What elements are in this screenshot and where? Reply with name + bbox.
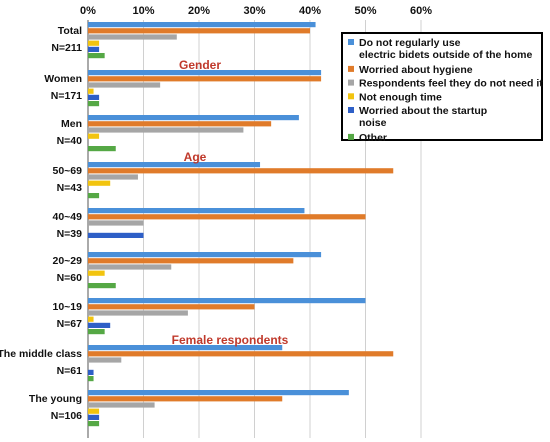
legend-label: Do not regularly use electric bidets outs… bbox=[359, 37, 532, 61]
category-label: The middle class bbox=[0, 348, 82, 360]
bar bbox=[88, 22, 316, 28]
bar bbox=[88, 304, 255, 310]
x-tick-label: 0% bbox=[80, 5, 96, 17]
category-n-label: N=106 bbox=[51, 410, 82, 422]
bar bbox=[88, 357, 122, 363]
bar bbox=[88, 252, 322, 258]
category-label: Men bbox=[61, 118, 82, 130]
legend-swatch bbox=[348, 133, 354, 140]
legend-label: Worried about the startup noise bbox=[359, 105, 487, 129]
bar bbox=[88, 82, 161, 88]
bar bbox=[88, 208, 305, 214]
category-label: 50~69 bbox=[53, 165, 83, 177]
bar bbox=[88, 174, 138, 180]
x-tick-label: 10% bbox=[132, 5, 154, 17]
bar bbox=[88, 70, 322, 76]
bar bbox=[88, 115, 299, 121]
bar bbox=[88, 193, 100, 199]
bar bbox=[88, 258, 294, 264]
group-label: Gender bbox=[179, 58, 221, 72]
x-tick-label: 50% bbox=[354, 5, 376, 17]
category-n-label: N=40 bbox=[57, 135, 83, 147]
bar bbox=[88, 88, 94, 94]
legend-label: Other bbox=[359, 132, 387, 144]
category-labels: Total N=211 Women N=171 Men N=40 50~69 N=43 40~4… bbox=[0, 25, 82, 422]
x-tick-label: 30% bbox=[243, 5, 265, 17]
bar bbox=[88, 94, 100, 100]
bar bbox=[88, 40, 100, 46]
bar bbox=[88, 220, 144, 226]
bar bbox=[88, 121, 272, 127]
category-n-label: N=67 bbox=[57, 318, 83, 330]
legend: Do not regularly use electric bidets outs… bbox=[341, 32, 543, 144]
category-n-label: N=43 bbox=[57, 182, 83, 194]
bar bbox=[88, 408, 100, 414]
category-label: 40~49 bbox=[53, 211, 83, 223]
group-label: Age bbox=[184, 150, 207, 164]
category-n-label: N=60 bbox=[57, 272, 83, 284]
legend-swatch bbox=[348, 107, 354, 113]
legend-box bbox=[341, 32, 543, 141]
bar bbox=[88, 264, 172, 270]
bar bbox=[88, 180, 111, 186]
bar bbox=[88, 28, 310, 34]
legend-swatch bbox=[348, 79, 354, 86]
legend-swatch bbox=[348, 65, 354, 72]
group-labels: Gender Age Female respondents bbox=[172, 58, 289, 347]
bar bbox=[88, 270, 105, 276]
category-label: Women bbox=[44, 73, 82, 85]
x-tick-label: 60% bbox=[410, 5, 432, 17]
bar bbox=[88, 414, 100, 420]
bar bbox=[88, 351, 394, 357]
bar bbox=[88, 46, 100, 52]
bar bbox=[88, 133, 100, 139]
bar bbox=[88, 345, 283, 351]
bar bbox=[88, 390, 349, 396]
legend-label: Not enough time bbox=[359, 91, 442, 103]
bar bbox=[88, 298, 366, 304]
bar bbox=[88, 214, 366, 220]
bar bbox=[88, 127, 244, 133]
category-label: The young bbox=[29, 393, 82, 405]
bar bbox=[88, 329, 105, 335]
bar bbox=[88, 283, 116, 289]
bar bbox=[88, 396, 283, 402]
bar bbox=[88, 168, 394, 174]
category-label: 10~19 bbox=[53, 301, 83, 313]
bar bbox=[88, 316, 94, 322]
bars bbox=[88, 22, 394, 427]
bar bbox=[88, 376, 94, 382]
bar bbox=[88, 369, 94, 375]
legend-label: Respondents feel they do not need it bbox=[359, 78, 543, 90]
category-n-label: N=171 bbox=[51, 90, 82, 102]
legend-label: Worried about hygiene bbox=[359, 64, 473, 76]
bar bbox=[88, 421, 100, 427]
x-tick-label: 40% bbox=[299, 5, 321, 17]
bar bbox=[88, 162, 261, 168]
bar bbox=[88, 101, 100, 107]
bar bbox=[88, 322, 111, 328]
bar bbox=[88, 53, 105, 59]
legend-swatch bbox=[348, 93, 354, 100]
bar bbox=[88, 34, 177, 40]
bar bbox=[88, 310, 188, 316]
category-label: 20~29 bbox=[53, 255, 83, 267]
bar bbox=[88, 232, 144, 238]
group-label: Female respondents bbox=[172, 333, 289, 347]
category-n-label: N=61 bbox=[57, 365, 83, 377]
bar bbox=[88, 146, 116, 152]
category-n-label: N=39 bbox=[57, 228, 83, 240]
bar bbox=[88, 402, 155, 408]
bar bbox=[88, 76, 322, 82]
category-label: Total bbox=[58, 25, 82, 37]
category-n-label: N=211 bbox=[51, 42, 82, 54]
x-tick-label: 20% bbox=[188, 5, 210, 17]
legend-swatch bbox=[348, 39, 354, 45]
x-axis-ticks: 0% 10% 20% 30% 40% 50% 60% bbox=[80, 5, 432, 17]
